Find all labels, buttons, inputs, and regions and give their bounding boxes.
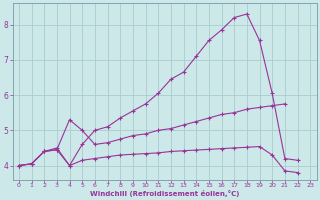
X-axis label: Windchill (Refroidissement éolien,°C): Windchill (Refroidissement éolien,°C) xyxy=(90,190,239,197)
